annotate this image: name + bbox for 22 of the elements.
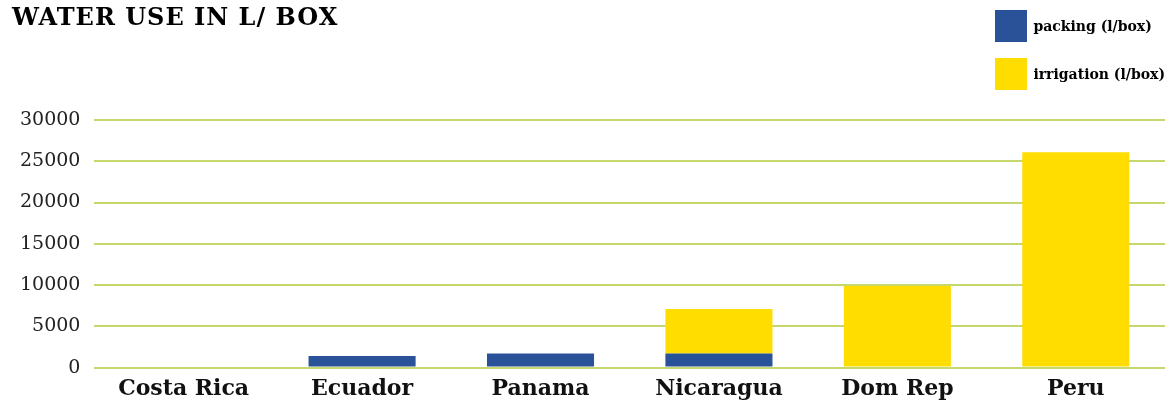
legend-label: irrigation (l/box) [1033, 66, 1165, 82]
legend-label: packing (l/box) [1033, 18, 1152, 34]
x-tick-label: Dom Rep [841, 373, 954, 400]
x-tick-label: Ecuador [311, 373, 414, 400]
bar [486, 353, 595, 367]
chart-title: WATER USE IN L/ BOX [12, 2, 339, 31]
x-tick-label: Panama [491, 373, 590, 400]
y-tick-label: 30000 [19, 106, 81, 129]
y-tick-label: 0 [68, 354, 81, 377]
bar [1022, 152, 1130, 367]
x-tick-label: Peru [1047, 373, 1105, 400]
bar [843, 285, 951, 367]
y-tick-label: 10000 [19, 272, 81, 294]
x-tick-label: Costa Rica [118, 373, 250, 400]
y-tick-label: 5000 [32, 313, 81, 336]
bar [308, 356, 416, 367]
x-tick-label: Nicaragua [655, 373, 783, 400]
y-tick-label: 20000 [19, 189, 81, 212]
bar [665, 353, 773, 367]
y-tick-label: 25000 [19, 148, 81, 171]
y-tick-label: 15000 [19, 230, 81, 253]
bar [665, 309, 773, 354]
